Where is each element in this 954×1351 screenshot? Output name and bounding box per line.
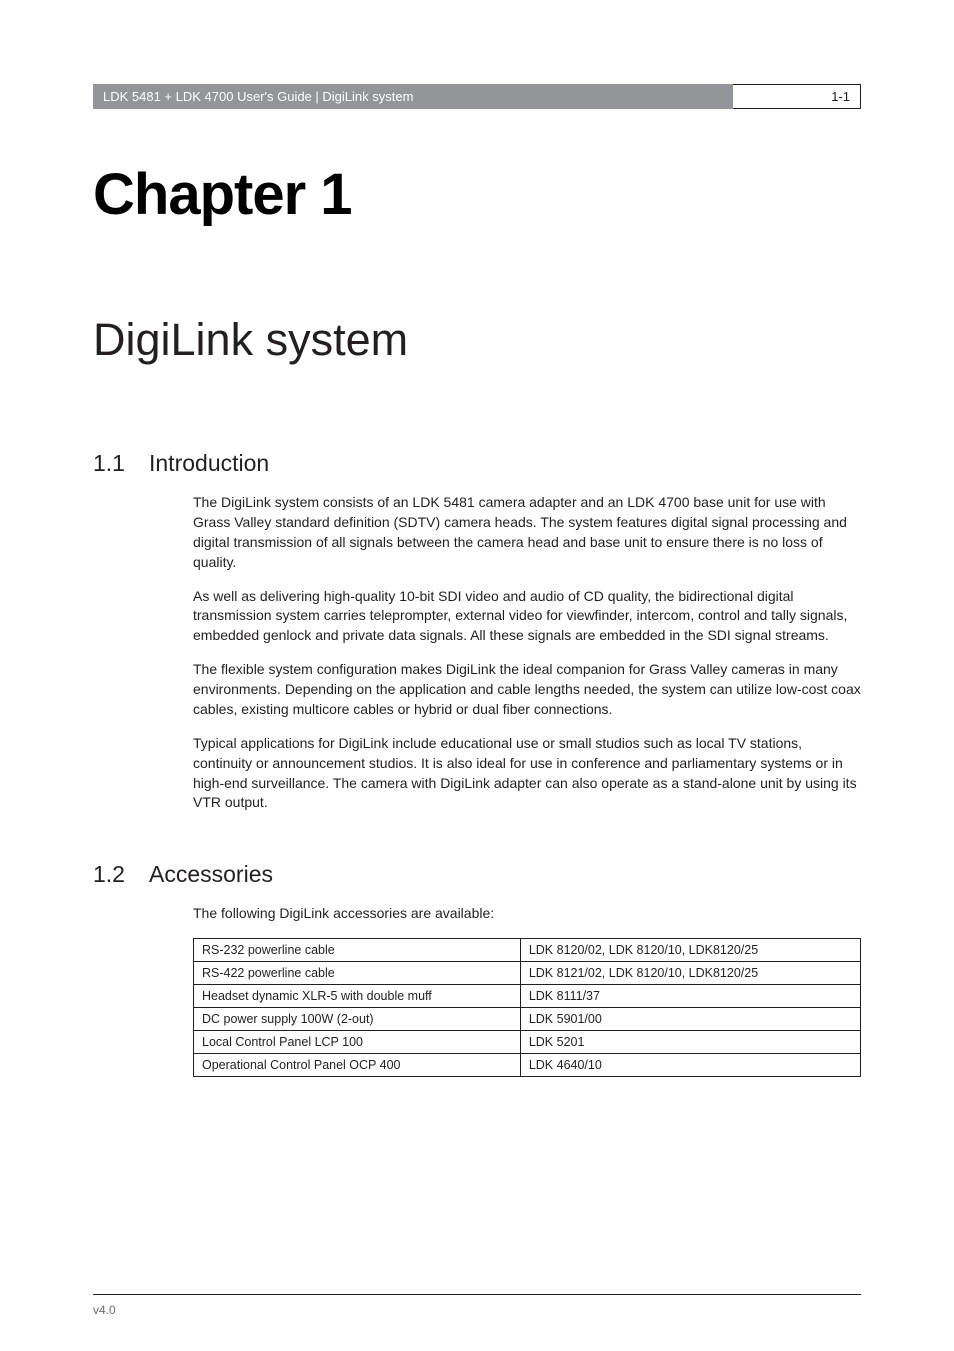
table-cell: RS-232 powerline cable (194, 939, 521, 962)
section-1-title: Introduction (149, 450, 269, 476)
table-row: Local Control Panel LCP 100 LDK 5201 (194, 1031, 861, 1054)
section-1-para-2: As well as delivering high-quality 10-bi… (193, 587, 861, 647)
table-cell: DC power supply 100W (2-out) (194, 1008, 521, 1031)
table-row: Operational Control Panel OCP 400 LDK 46… (194, 1054, 861, 1077)
table-cell: RS-422 powerline cable (194, 962, 521, 985)
page: LDK 5481 + LDK 4700 User's Guide | DigiL… (0, 0, 954, 1351)
table-cell: Headset dynamic XLR-5 with double muff (194, 985, 521, 1008)
table-cell: LDK 4640/10 (520, 1054, 860, 1077)
section-1-body: The DigiLink system consists of an LDK 5… (93, 493, 861, 813)
section-1-num: 1.1 (93, 450, 149, 477)
page-header: LDK 5481 + LDK 4700 User's Guide | DigiL… (93, 84, 861, 109)
footer-rule (93, 1294, 861, 1295)
section-2-heading: 1.2Accessories (93, 861, 861, 888)
table-row: Headset dynamic XLR-5 with double muff L… (194, 985, 861, 1008)
table-cell: LDK 8120/02, LDK 8120/10, LDK8120/25 (520, 939, 860, 962)
chapter-title: DigiLink system (93, 314, 861, 366)
footer-version: v4.0 (93, 1303, 116, 1317)
section-1-heading: 1.1Introduction (93, 450, 861, 477)
table-cell: LDK 5201 (520, 1031, 860, 1054)
accessories-table: RS-232 powerline cable LDK 8120/02, LDK … (193, 938, 861, 1077)
table-row: RS-232 powerline cable LDK 8120/02, LDK … (194, 939, 861, 962)
table-row: DC power supply 100W (2-out) LDK 5901/00 (194, 1008, 861, 1031)
section-2-body: The following DigiLink accessories are a… (93, 904, 861, 1077)
table-cell: Operational Control Panel OCP 400 (194, 1054, 521, 1077)
section-1-para-4: Typical applications for DigiLink includ… (193, 734, 861, 814)
table-cell: Local Control Panel LCP 100 (194, 1031, 521, 1054)
table-cell: LDK 8111/37 (520, 985, 860, 1008)
section-2-num: 1.2 (93, 861, 149, 888)
header-page-number: 1-1 (733, 84, 861, 109)
table-row: RS-422 powerline cable LDK 8121/02, LDK … (194, 962, 861, 985)
table-cell: LDK 8121/02, LDK 8120/10, LDK8120/25 (520, 962, 860, 985)
section-1-para-1: The DigiLink system consists of an LDK 5… (193, 493, 861, 573)
section-2-intro: The following DigiLink accessories are a… (193, 904, 861, 924)
chapter-number: Chapter 1 (93, 161, 861, 228)
header-left: LDK 5481 + LDK 4700 User's Guide | DigiL… (93, 84, 733, 109)
section-1-para-3: The flexible system configuration makes … (193, 660, 861, 720)
table-cell: LDK 5901/00 (520, 1008, 860, 1031)
section-2-title: Accessories (149, 861, 273, 887)
